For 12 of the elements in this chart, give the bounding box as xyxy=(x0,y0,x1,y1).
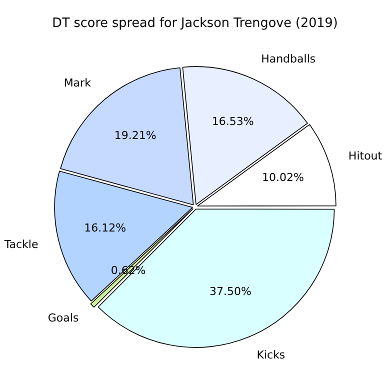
slice-label: Mark xyxy=(64,76,92,90)
data-label: 16.12% xyxy=(84,222,126,235)
slice-label: Handballs xyxy=(261,52,316,66)
slice-label: Hitout xyxy=(348,150,383,163)
slice-label: Tackle xyxy=(3,238,38,252)
data-label: 19.21% xyxy=(114,128,156,142)
data-label: 16.53% xyxy=(212,115,254,128)
slice-label: Kicks xyxy=(256,348,286,362)
data-label: 37.50% xyxy=(209,285,252,298)
data-label: 10.02% xyxy=(262,171,304,184)
slice-label: Goals xyxy=(48,312,79,325)
chart-title: DT score spread for Jackson Trengove (2019) xyxy=(52,16,338,32)
